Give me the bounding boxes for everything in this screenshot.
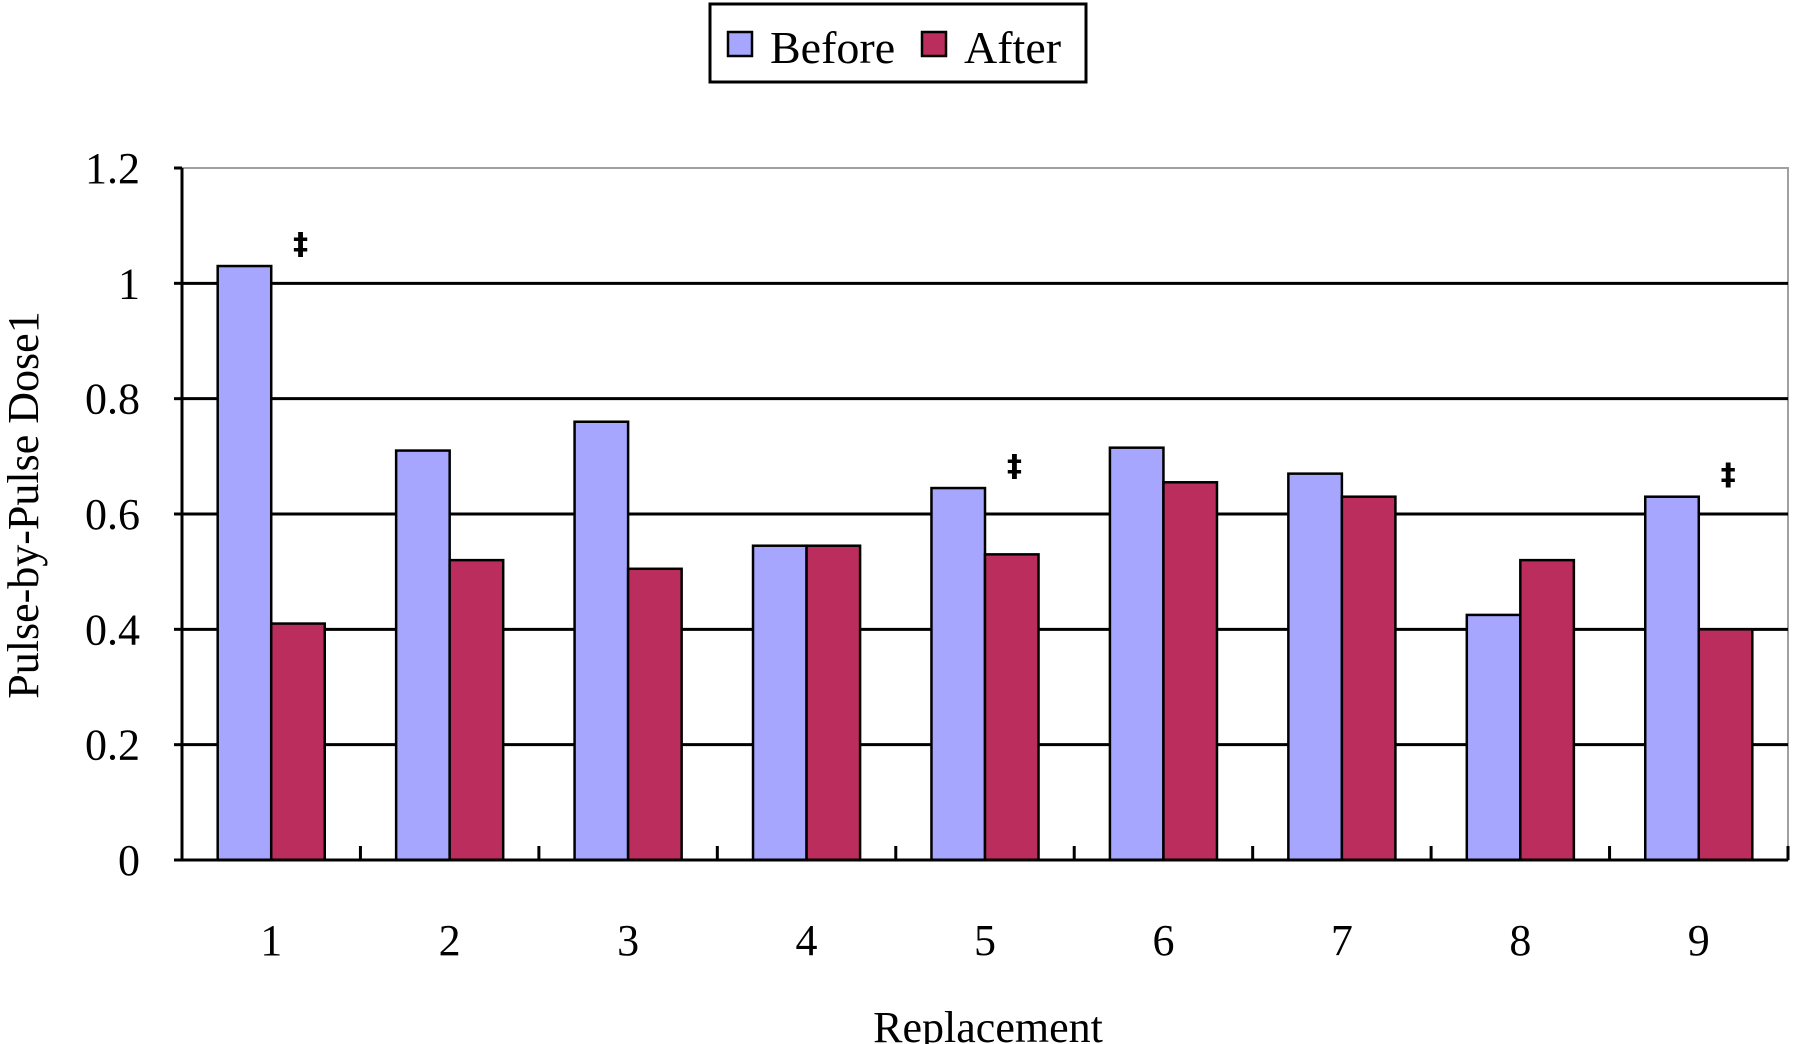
y-tick-label: 0.8 bbox=[85, 375, 140, 424]
bar-before-1 bbox=[216, 264, 273, 862]
legend-box bbox=[708, 2, 1088, 84]
bar-before-8 bbox=[1465, 613, 1522, 862]
bar-before-6 bbox=[1108, 446, 1165, 862]
x-tick-labels: 1 2 3 4 5 6 7 8 9 bbox=[260, 916, 1710, 965]
significance-marker: ‡ bbox=[1007, 449, 1022, 484]
bar-after-9 bbox=[1697, 628, 1754, 862]
annotations: ‡ ‡ ‡ bbox=[293, 227, 1736, 493]
bars bbox=[216, 264, 1754, 862]
bar-after-3 bbox=[626, 567, 683, 862]
bar-after-8 bbox=[1519, 558, 1576, 862]
x-tick-label: 1 bbox=[260, 916, 282, 965]
y-tick-label: 0.4 bbox=[85, 605, 140, 654]
legend-label-after: After bbox=[964, 22, 1061, 73]
bar-before-9 bbox=[1643, 495, 1701, 862]
y-tick-label: 1 bbox=[118, 259, 140, 308]
bar-before-7 bbox=[1287, 472, 1344, 862]
x-tick-label: 7 bbox=[1331, 916, 1353, 965]
x-tick-label: 5 bbox=[974, 916, 996, 965]
legend-swatch-before bbox=[726, 30, 754, 58]
bar-after-6 bbox=[1162, 481, 1219, 862]
x-tick-label: 4 bbox=[796, 916, 818, 965]
bar-before-2 bbox=[394, 449, 451, 862]
y-tick-label: 0 bbox=[118, 836, 140, 885]
bar-before-3 bbox=[573, 420, 630, 862]
x-tick-label: 2 bbox=[439, 916, 461, 965]
bar-before-4 bbox=[751, 544, 808, 862]
y-tick-labels: 0 0.2 0.4 0.6 0.8 1 1.2 bbox=[85, 144, 140, 885]
y-axis-title: Pulse-by-Pulse Dose1 bbox=[0, 311, 48, 698]
x-tick-label: 6 bbox=[1152, 916, 1174, 965]
significance-marker: ‡ bbox=[293, 227, 308, 262]
y-tick-label: 0.2 bbox=[85, 721, 140, 770]
bar-after-5 bbox=[983, 553, 1040, 862]
bar-after-1 bbox=[269, 622, 327, 862]
bar-after-7 bbox=[1340, 495, 1397, 862]
x-tick-label: 9 bbox=[1688, 916, 1710, 965]
legend-swatch-after bbox=[920, 30, 948, 58]
bar-before-5 bbox=[930, 486, 987, 862]
bar-after-2 bbox=[448, 558, 505, 862]
legend: Before After bbox=[708, 2, 1088, 84]
bar-after-4 bbox=[805, 544, 862, 862]
legend-label-before: Before bbox=[770, 22, 895, 73]
x-tick-label: 3 bbox=[617, 916, 639, 965]
x-axis-title: Replacement bbox=[873, 1003, 1103, 1044]
x-tick-label: 8 bbox=[1509, 916, 1531, 965]
axes bbox=[174, 166, 1790, 862]
y-tick-label: 0.6 bbox=[85, 490, 140, 539]
significance-marker: ‡ bbox=[1721, 458, 1736, 493]
y-tick-label: 1.2 bbox=[85, 144, 140, 193]
